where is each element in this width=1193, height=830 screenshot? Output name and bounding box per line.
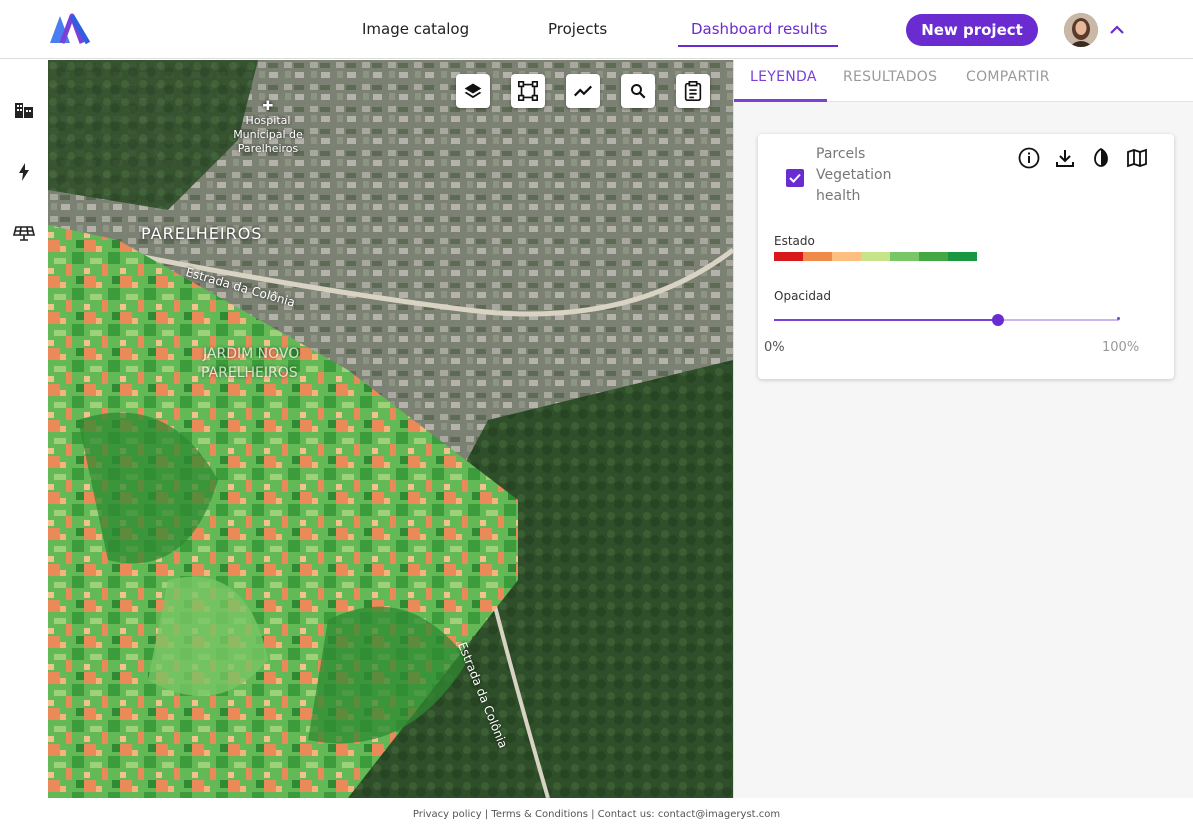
- download-icon[interactable]: [1053, 146, 1077, 170]
- satellite-imagery: [48, 60, 733, 798]
- timeseries-icon: [573, 85, 593, 97]
- footer: Privacy policy | Terms & Conditions | Co…: [0, 798, 1193, 830]
- legend-swatch: [948, 252, 977, 261]
- top-bar: Image catalog Projects Dashboard results…: [0, 0, 1193, 59]
- opacity-label: Opacidad: [774, 289, 831, 303]
- map-label-jardim-parelheiros: PARELHEIROS: [201, 365, 298, 381]
- opacity-slider-fill: [774, 319, 999, 321]
- left-rail: [0, 60, 48, 798]
- legend-swatch: [832, 252, 861, 261]
- side-panel: LEYENDA RESULTADOS COMPARTIR Parcels Veg…: [733, 60, 1193, 798]
- buildings-icon[interactable]: [12, 97, 36, 121]
- nav-projects[interactable]: Projects: [548, 20, 608, 38]
- polygon-button[interactable]: [511, 74, 545, 108]
- chevron-up-icon[interactable]: [1108, 21, 1126, 39]
- opacity-slider[interactable]: [774, 314, 1120, 326]
- estado-label: Estado: [774, 234, 815, 248]
- legend-color-scale: [774, 252, 977, 261]
- report-button[interactable]: [676, 74, 710, 108]
- tab-resultados[interactable]: RESULTADOS: [843, 69, 938, 85]
- panel-tabs: LEYENDA RESULTADOS COMPARTIR: [734, 60, 1193, 102]
- logo[interactable]: [48, 12, 92, 46]
- avatar[interactable]: [1064, 13, 1098, 47]
- opacity-slider-thumb[interactable]: [992, 314, 1005, 326]
- check-icon: [789, 173, 801, 183]
- legend-swatch: [803, 252, 832, 261]
- layer-name: Parcels Vegetation health: [816, 146, 892, 204]
- map-label-hospital: ✚ Hospital Municipal de Parelheiros: [218, 100, 318, 156]
- info-icon[interactable]: [1017, 146, 1041, 170]
- opacity-max-label: 100%: [1102, 340, 1140, 355]
- legend-swatch: [890, 252, 919, 261]
- layers-icon: [464, 83, 482, 99]
- legend-swatch: [774, 252, 803, 261]
- search-button[interactable]: [621, 74, 655, 108]
- tab-compartir[interactable]: COMPARTIR: [966, 69, 1050, 85]
- opacity-min-label: 0%: [764, 340, 785, 355]
- polygon-icon: [518, 81, 538, 101]
- active-nav-indicator: [678, 45, 838, 47]
- map-view[interactable]: ✚ Hospital Municipal de Parelheiros PARE…: [48, 60, 733, 798]
- new-project-button[interactable]: New project: [906, 14, 1038, 46]
- timeseries-button[interactable]: [566, 74, 600, 108]
- legend-swatch: [861, 252, 890, 261]
- legend-swatch: [919, 252, 948, 261]
- solar-panel-icon[interactable]: [12, 220, 36, 244]
- footer-links[interactable]: Privacy policy | Terms & Conditions | Co…: [412, 808, 781, 820]
- map-icon[interactable]: [1125, 146, 1149, 170]
- tab-leyenda[interactable]: LEYENDA: [750, 69, 817, 85]
- opacity-slider-end: [1117, 317, 1120, 320]
- contrast-icon[interactable]: [1089, 146, 1113, 170]
- search-icon: [631, 84, 646, 99]
- lightning-icon[interactable]: [12, 160, 36, 184]
- nav-dashboard-results[interactable]: Dashboard results: [691, 20, 828, 38]
- report-icon: [684, 81, 702, 101]
- map-label-parelheiros: PARELHEIROS: [141, 224, 263, 243]
- nav-image-catalog[interactable]: Image catalog: [362, 20, 470, 38]
- layers-button[interactable]: [456, 74, 490, 108]
- active-tab-indicator: [734, 99, 827, 102]
- hospital-icon: ✚: [262, 99, 274, 114]
- layer-checkbox[interactable]: [786, 169, 804, 187]
- layer-card: Parcels Vegetation health Estado Opacida…: [758, 134, 1174, 379]
- map-label-jardim-novo: JARDIM NOVO: [203, 346, 300, 362]
